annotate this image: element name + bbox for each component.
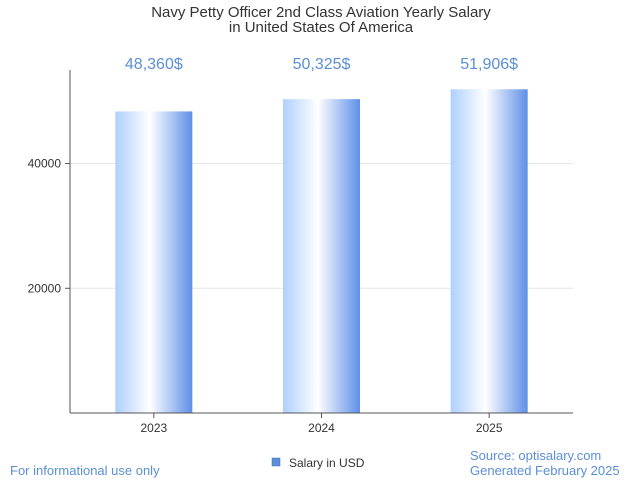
x-tick-label-2025: 2025 [476,421,503,435]
generated-date-text: Generated February 2025 [470,463,620,478]
x-tick-label-2024: 2024 [308,421,335,435]
value-label-2023: 48,360$ [125,56,183,73]
y-tick-label: 20000 [28,281,62,295]
x-tick-label-2023: 2023 [140,421,167,435]
value-label-2024: 50,325$ [293,56,351,73]
y-tick-label: 40000 [28,157,62,171]
value-label-2025: 51,906$ [460,56,518,73]
source-text: Source: optisalary.com [470,448,601,463]
chart-title-line-1: Navy Petty Officer 2nd Class Aviation Ye… [151,4,491,21]
bar-2023 [115,111,193,413]
bar-2024 [283,99,360,413]
bar-2025 [450,89,528,413]
chart-title-line-2: in United States Of America [229,19,414,36]
legend-swatch [271,457,281,467]
x-axis-ticks: 2023 2024 2025 [140,413,503,435]
legend-label: Salary in USD [289,456,365,470]
legend: Salary in USD [271,456,365,470]
bars [115,89,528,413]
disclaimer-text: For informational use only [10,463,160,478]
y-axis-ticks: 20000 40000 [28,157,70,295]
value-labels: 48,360$ 50,325$ 51,906$ [125,56,518,73]
